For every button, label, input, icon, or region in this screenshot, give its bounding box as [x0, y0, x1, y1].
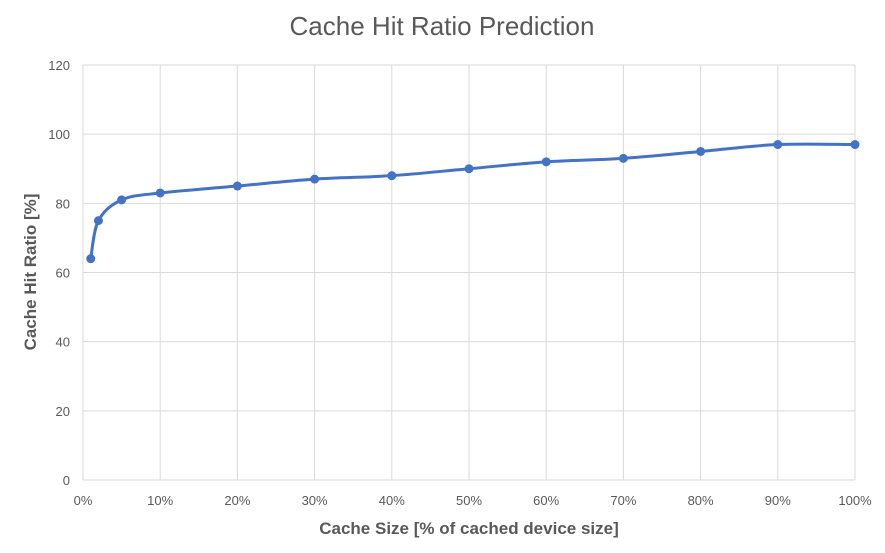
- data-point: [155, 188, 165, 198]
- x-axis-label: Cache Size [% of cached device size]: [319, 519, 619, 538]
- x-tick-label: 80%: [688, 493, 714, 508]
- gridlines: [82, 64, 856, 481]
- data-point: [696, 146, 706, 156]
- data-point: [387, 171, 397, 181]
- data-point: [86, 254, 96, 264]
- data-point: [618, 153, 628, 163]
- x-tick-label: 10%: [147, 493, 173, 508]
- x-tick-label: 100%: [838, 493, 872, 508]
- data-point: [541, 157, 551, 167]
- series-line: [89, 142, 857, 261]
- y-tick-label: 0: [63, 473, 70, 488]
- x-tick-label: 0%: [74, 493, 93, 508]
- y-tick-label: 100: [48, 127, 70, 142]
- x-axis-ticks: 0% 10% 20% 30% 40% 50% 60% 70% 80% 90% 100%: [74, 493, 872, 508]
- y-tick-label: 20: [56, 404, 70, 419]
- y-tick-label: 60: [56, 266, 70, 281]
- x-tick-label: 90%: [765, 493, 791, 508]
- y-tick-label: 80: [56, 196, 70, 211]
- x-tick-label: 70%: [610, 493, 636, 508]
- x-tick-label: 60%: [533, 493, 559, 508]
- data-point: [773, 140, 783, 150]
- x-tick-label: 50%: [456, 493, 482, 508]
- data-point: [117, 195, 127, 205]
- data-point: [310, 174, 320, 184]
- x-tick-label: 30%: [302, 493, 328, 508]
- y-tick-label: 120: [48, 58, 70, 73]
- data-point: [464, 164, 474, 174]
- data-point: [232, 181, 242, 191]
- y-tick-label: 40: [56, 335, 70, 350]
- data-point: [850, 140, 860, 150]
- data-point: [93, 216, 103, 226]
- x-tick-label: 20%: [224, 493, 250, 508]
- chart-title: Cache Hit Ratio Prediction: [290, 11, 595, 41]
- y-axis-ticks: 0 20 40 60 80 100 120: [48, 58, 70, 488]
- x-tick-label: 40%: [379, 493, 405, 508]
- y-axis-label: Cache Hit Ratio [%]: [21, 194, 40, 351]
- data-point-markers: [86, 140, 860, 264]
